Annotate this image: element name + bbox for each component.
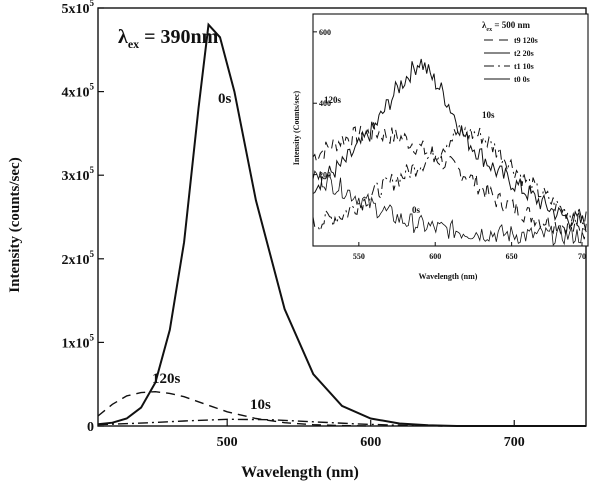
main-y-tick-label: 1x105 [62, 332, 95, 351]
inset-series-line [312, 170, 587, 246]
inset-series-line [312, 122, 587, 233]
inset-y-tick-label: 400 [319, 99, 331, 108]
main-series [97, 22, 586, 427]
inset-series-line [312, 58, 587, 233]
main-y-tick-label: 4x105 [62, 82, 95, 101]
main-y-axis-label: Intensity (counts/sec) [7, 157, 23, 292]
main-y-ticks: 0 1x105 2x105 3x105 4x105 5x105 [62, 0, 104, 435]
inset-series [312, 58, 587, 246]
inset-curve-label-120s: 120s [324, 95, 342, 105]
inset-x-tick-label: 650 [506, 252, 518, 261]
inset-legend-label: t9 120s [514, 36, 538, 45]
main-series-line-0s [97, 22, 586, 427]
inset-series-line [312, 122, 587, 240]
main-series-line-10s [97, 418, 443, 427]
inset-x-axis-label: Wavelength (nm) [419, 272, 478, 281]
main-x-ticks: 500 600 700 [217, 420, 525, 450]
main-y-tick-label: 5x105 [62, 0, 95, 17]
main-annotation: λex = 390nm [118, 26, 219, 51]
inset-y-tick-label: 200 [319, 171, 331, 180]
inset-x-tick-label: 550 [353, 252, 365, 261]
curve-label-10s: 10s [250, 397, 271, 413]
main-y-tick-label: 3x105 [62, 165, 95, 184]
inset-x-tick-label: 600 [429, 252, 441, 261]
inset-chart: 200 400 600 550 600 650 70 λex = 500 nm t9 12… [292, 13, 589, 281]
main-y-tick-label: 0 [87, 420, 94, 435]
curve-label-0s: 0s [218, 91, 232, 107]
curve-label-120s: 120s [152, 371, 181, 387]
main-series-line-120s [97, 390, 371, 427]
inset-annotation: λex = 500 nm [482, 20, 530, 33]
inset-legend-label: t1 10s [514, 62, 534, 71]
main-x-tick-label: 500 [217, 435, 238, 450]
inset-x-tick-label: 70 [578, 252, 586, 261]
inset-legend-label: t2 20s [514, 49, 534, 58]
inset-x-ticks: 550 600 650 70 [353, 242, 586, 261]
inset-y-axis-label: Intensity (Counts/sec) [292, 90, 301, 165]
main-chart: 0 1x105 2x105 3x105 4x105 5x105 500 600 700 λex… [7, 0, 587, 481]
inset-curve-label-10s: 10s [482, 110, 495, 120]
main-x-axis-label: Wavelength (nm) [241, 464, 359, 481]
inset-legend: t9 120s t2 20s t1 10s t0 0s [484, 36, 538, 84]
inset-plot-frame [312, 13, 589, 247]
main-y-tick-label: 2x105 [62, 249, 95, 268]
inset-curve-label-0s: 0s [412, 205, 421, 215]
main-x-tick-label: 600 [360, 435, 381, 450]
main-x-tick-label: 700 [504, 435, 525, 450]
inset-y-tick-label: 600 [319, 28, 331, 37]
inset-legend-label: t0 0s [514, 75, 530, 84]
